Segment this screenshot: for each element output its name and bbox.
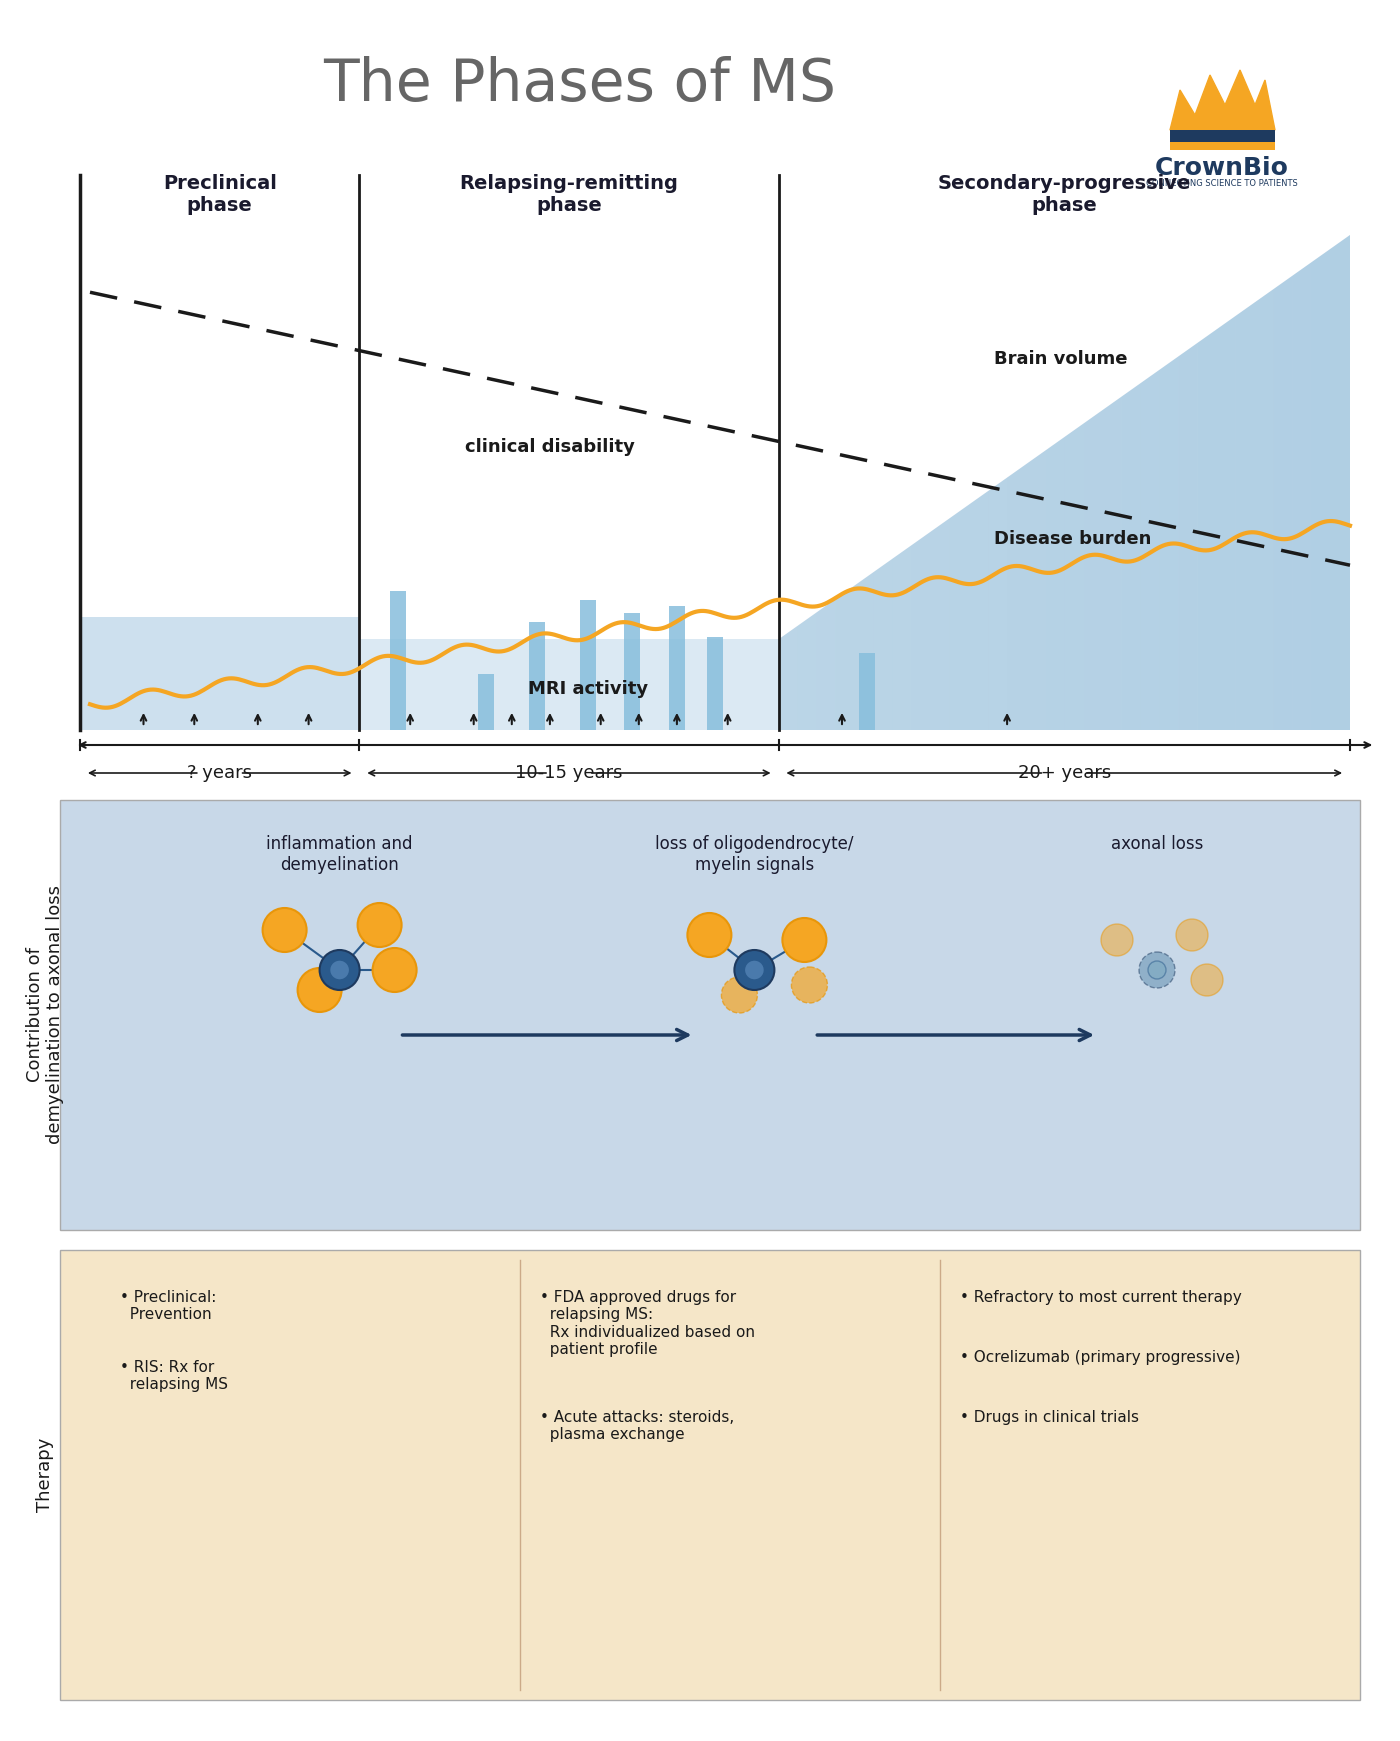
Circle shape [319, 951, 360, 991]
Polygon shape [931, 519, 951, 729]
Polygon shape [1046, 437, 1064, 729]
Polygon shape [816, 599, 836, 729]
Bar [580, 601, 596, 729]
Polygon shape [1254, 289, 1274, 729]
Circle shape [687, 912, 731, 958]
Polygon shape [1274, 275, 1292, 729]
Polygon shape [1102, 397, 1121, 729]
Bar [1170, 143, 1275, 150]
Bar [529, 622, 545, 729]
Circle shape [329, 959, 350, 980]
Polygon shape [1064, 423, 1084, 729]
Polygon shape [969, 491, 988, 729]
Text: Therapy: Therapy [36, 1438, 55, 1513]
Circle shape [263, 909, 307, 952]
Text: Contribution of
demyelination to axonal loss: Contribution of demyelination to axonal … [25, 886, 64, 1144]
Text: inflammation and
demyelination: inflammation and demyelination [266, 836, 413, 874]
Circle shape [1100, 924, 1133, 956]
Text: CONNECTING SCIENCE TO PATIENTS: CONNECTING SCIENCE TO PATIENTS [1147, 179, 1298, 188]
FancyBboxPatch shape [60, 1250, 1359, 1699]
Text: CrownBio: CrownBio [1155, 157, 1289, 179]
Polygon shape [778, 235, 1350, 729]
Polygon shape [1331, 235, 1350, 729]
Text: axonal loss: axonal loss [1110, 836, 1203, 853]
Polygon shape [854, 573, 874, 729]
Circle shape [1176, 919, 1208, 951]
Polygon shape [1007, 465, 1026, 729]
Polygon shape [874, 559, 893, 729]
Polygon shape [1292, 261, 1312, 729]
Text: • RIS: Rx for
  relapsing MS: • RIS: Rx for relapsing MS [120, 1360, 228, 1393]
Text: Secondary-progressive
phase: Secondary-progressive phase [938, 174, 1191, 214]
Polygon shape [1159, 357, 1179, 729]
Bar [360, 639, 778, 729]
Text: • Ocrelizumab (primary progressive): • Ocrelizumab (primary progressive) [960, 1349, 1240, 1365]
Text: loss of oligodendrocyte/
myelin signals: loss of oligodendrocyte/ myelin signals [655, 836, 854, 874]
Circle shape [783, 918, 826, 963]
Text: Relapsing-remitting
phase: Relapsing-remitting phase [459, 174, 679, 214]
Polygon shape [1084, 411, 1102, 729]
Polygon shape [1312, 249, 1331, 729]
Bar [1170, 131, 1275, 143]
Circle shape [1140, 952, 1175, 987]
Circle shape [791, 966, 827, 1003]
Polygon shape [1141, 369, 1159, 729]
Circle shape [1148, 961, 1166, 978]
Polygon shape [1236, 303, 1254, 729]
Polygon shape [911, 531, 931, 729]
Circle shape [1191, 965, 1224, 996]
Circle shape [372, 949, 417, 992]
Polygon shape [836, 585, 854, 729]
Circle shape [298, 968, 342, 1012]
Circle shape [357, 904, 402, 947]
Text: Brain volume: Brain volume [994, 350, 1128, 367]
Text: • Refractory to most current therapy: • Refractory to most current therapy [960, 1290, 1242, 1306]
Polygon shape [988, 477, 1007, 729]
Polygon shape [798, 613, 816, 729]
Polygon shape [778, 625, 798, 729]
Polygon shape [1197, 329, 1217, 729]
Text: Disease burden: Disease burden [994, 531, 1152, 548]
Text: 10-15 years: 10-15 years [515, 764, 623, 782]
Text: Preclinical
phase: Preclinical phase [162, 174, 277, 214]
Polygon shape [1026, 451, 1046, 729]
Polygon shape [951, 505, 969, 729]
Circle shape [735, 951, 774, 991]
Circle shape [721, 977, 757, 1013]
Bar [80, 616, 360, 729]
Bar [669, 606, 685, 729]
Text: • FDA approved drugs for
  relapsing MS:
  Rx individualized based on
  patient : • FDA approved drugs for relapsing MS: R… [540, 1290, 755, 1358]
Bar [860, 653, 875, 729]
Polygon shape [1179, 343, 1197, 729]
Polygon shape [893, 545, 911, 729]
Text: clinical disability: clinical disability [465, 437, 634, 456]
Text: The Phases of MS: The Phases of MS [323, 56, 837, 113]
Polygon shape [1121, 383, 1141, 729]
Text: • Preclinical:
  Prevention: • Preclinical: Prevention [120, 1290, 217, 1323]
Bar [624, 613, 640, 729]
FancyBboxPatch shape [60, 801, 1359, 1229]
Text: • Drugs in clinical trials: • Drugs in clinical trials [960, 1410, 1140, 1424]
Text: 20+ years: 20+ years [1018, 764, 1110, 782]
Text: • Acute attacks: steroids,
  plasma exchange: • Acute attacks: steroids, plasma exchan… [540, 1410, 734, 1442]
Bar [479, 674, 494, 729]
Circle shape [745, 959, 764, 980]
Polygon shape [1170, 70, 1275, 131]
Bar [389, 590, 406, 729]
Text: MRI activity: MRI activity [528, 679, 648, 698]
Bar [707, 637, 722, 729]
Polygon shape [1217, 315, 1236, 729]
Text: ? years: ? years [188, 764, 252, 782]
